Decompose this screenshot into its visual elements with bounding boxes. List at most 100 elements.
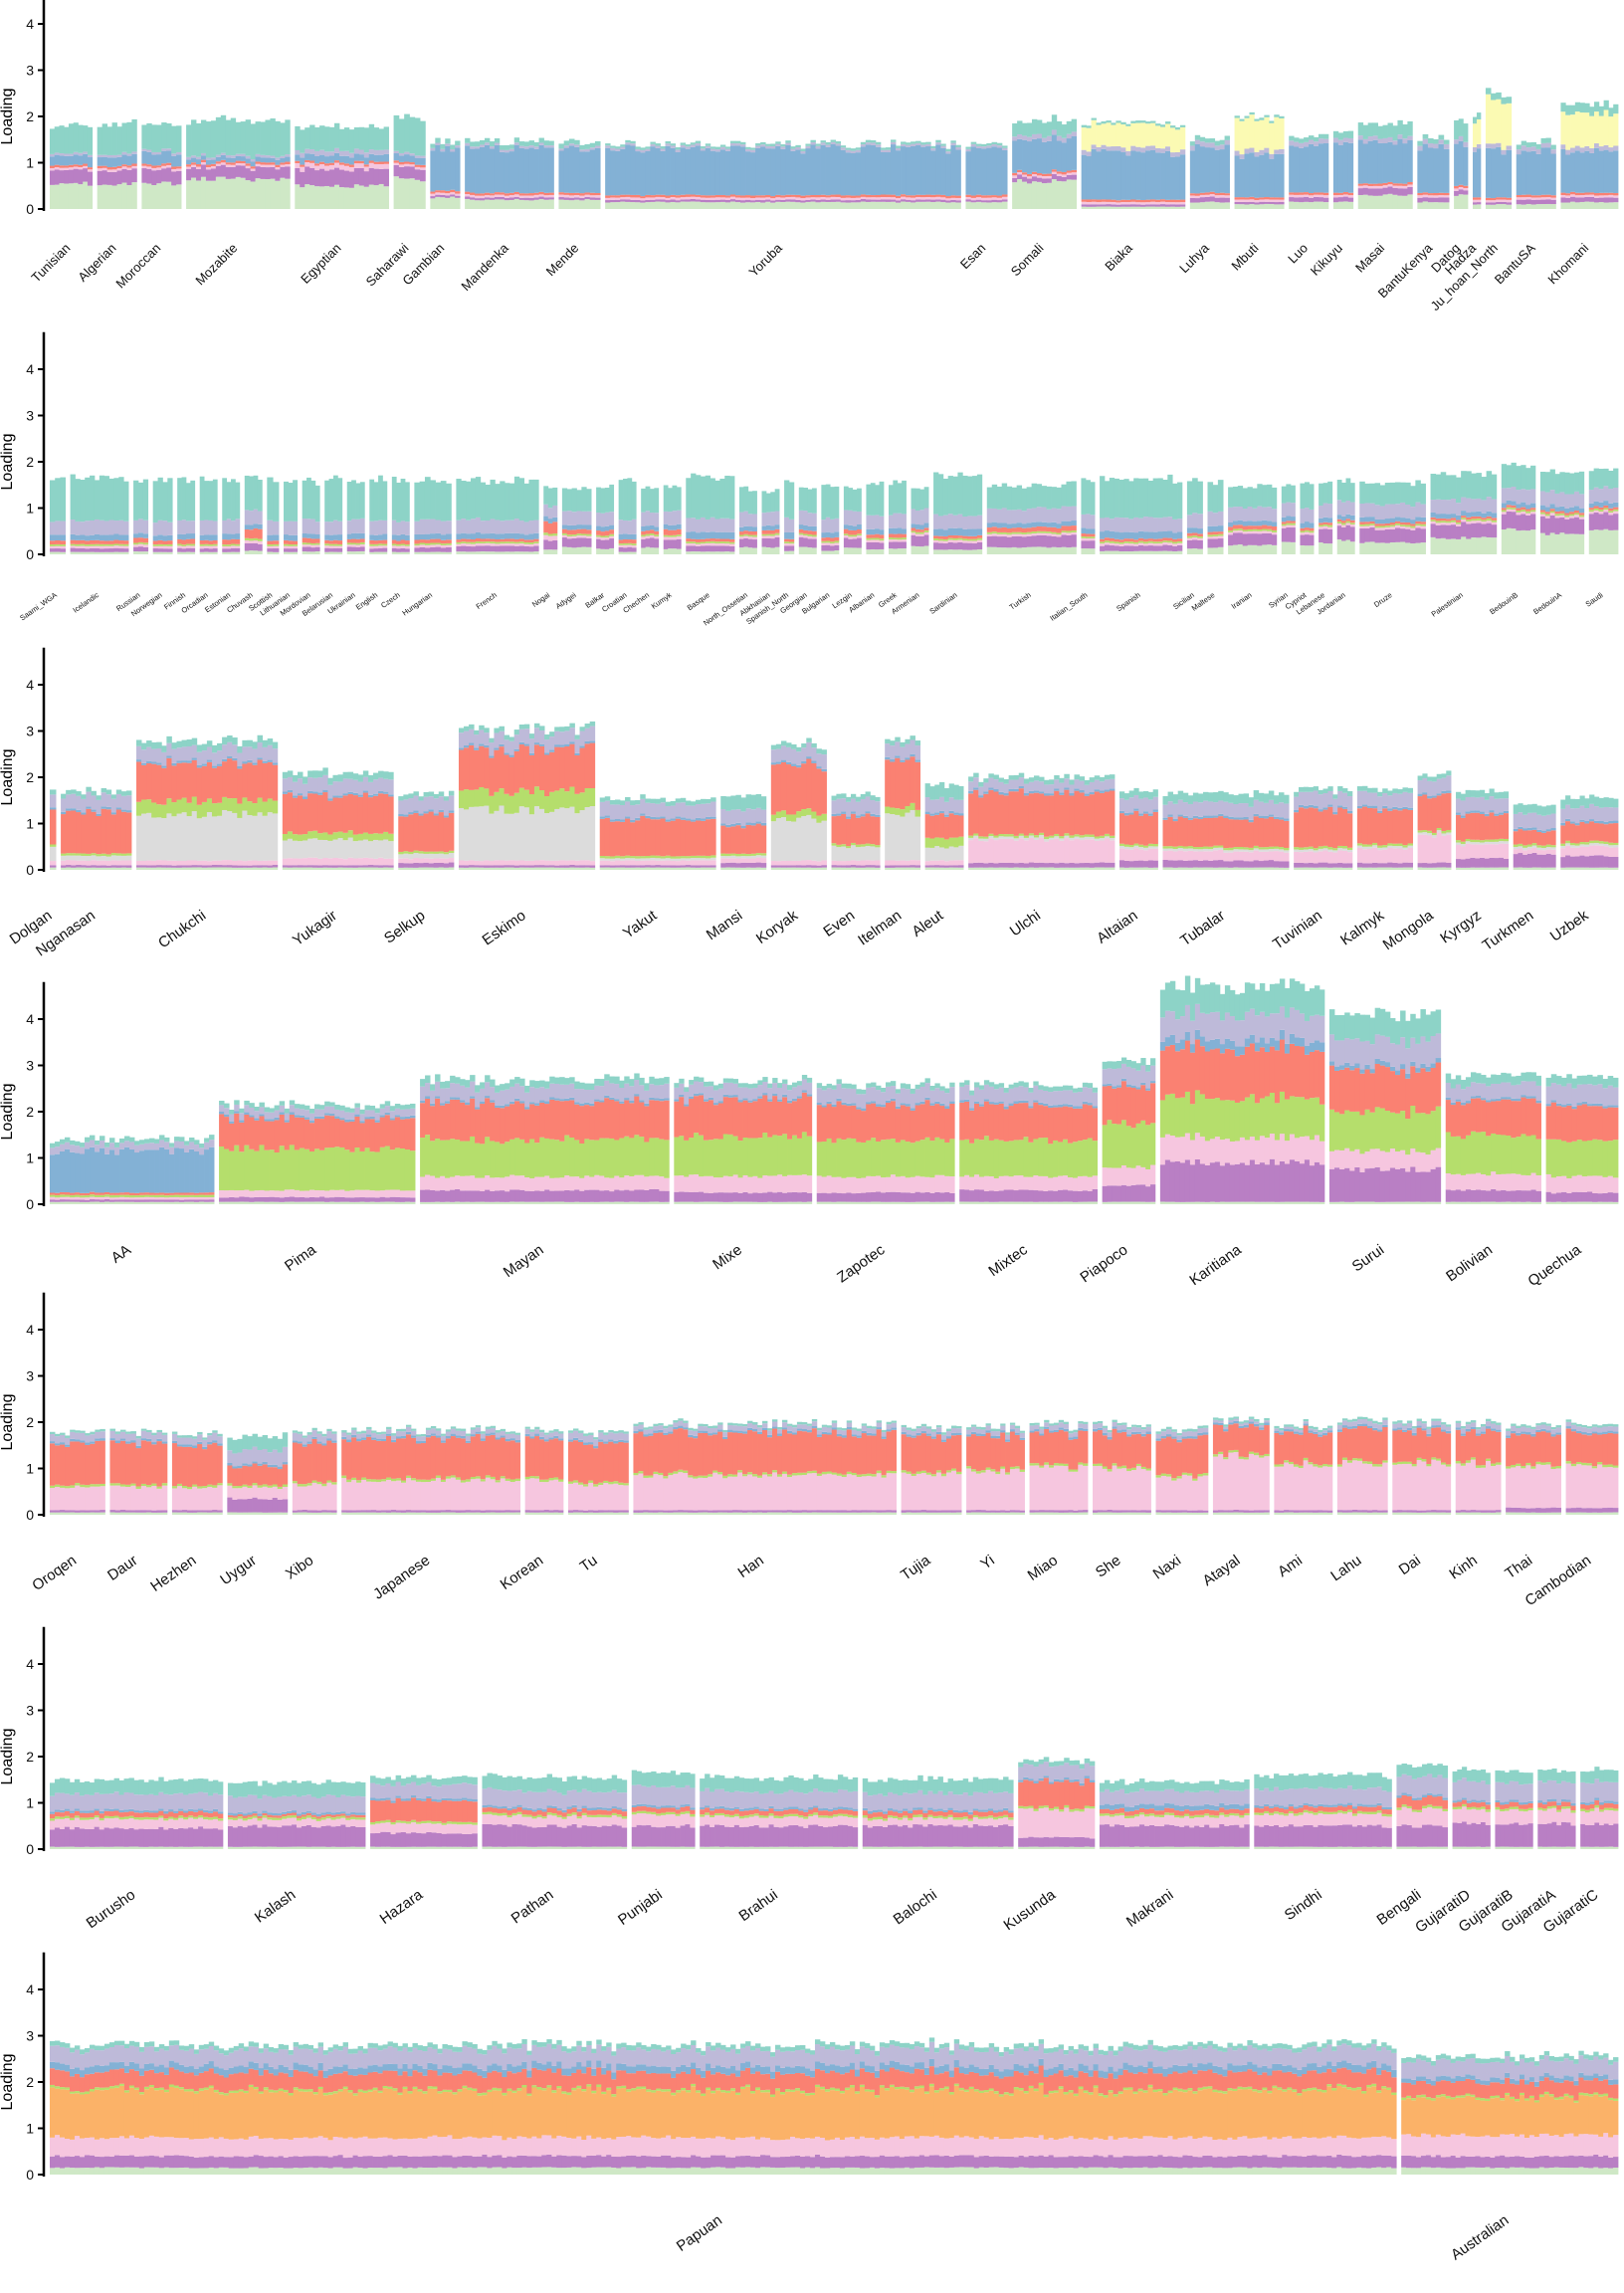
bar-segment-c2 bbox=[955, 200, 961, 203]
bar-segment-c6 bbox=[50, 844, 57, 847]
bar-segment-c3 bbox=[307, 857, 313, 866]
bar-segment-c2 bbox=[1071, 174, 1078, 180]
bar-segment-c11 bbox=[1394, 482, 1401, 505]
bar-segment-c9 bbox=[1450, 499, 1457, 515]
bar-segment-c8 bbox=[353, 153, 360, 161]
bar-segment-c7 bbox=[627, 539, 633, 543]
bar-segment-c1 bbox=[705, 202, 711, 209]
bar-segment-c1 bbox=[1322, 543, 1328, 554]
bar-segment-c8 bbox=[113, 533, 119, 540]
bar-segment-c9 bbox=[1264, 147, 1270, 153]
bar-segment-c8 bbox=[933, 528, 939, 536]
bar-segment-c7 bbox=[875, 533, 880, 538]
bar-segment-c2 bbox=[166, 167, 172, 182]
bar-segment-c11 bbox=[312, 770, 318, 778]
bar-segment-c2 bbox=[1332, 197, 1339, 203]
bar-segment-c8 bbox=[780, 148, 786, 196]
bar-segment-c6 bbox=[957, 537, 963, 540]
bar-segment-c7 bbox=[695, 194, 702, 197]
bar-segment-c7 bbox=[212, 539, 218, 544]
bar-segment-c9 bbox=[1304, 141, 1310, 147]
bar-segment-c11 bbox=[461, 480, 467, 520]
bar-segment-c2 bbox=[1554, 518, 1560, 534]
bar-segment-c1 bbox=[1461, 536, 1467, 554]
bar-segment-c3 bbox=[1160, 201, 1166, 205]
bar-segment-c2 bbox=[101, 865, 107, 868]
bar-segment-c9 bbox=[489, 146, 496, 149]
bar-segment-c7 bbox=[215, 161, 222, 164]
bar-segment-c11 bbox=[295, 125, 301, 150]
bar-segment-c2 bbox=[1466, 523, 1472, 539]
bar-segment-c6 bbox=[171, 802, 177, 817]
bar-segment-c3 bbox=[981, 197, 987, 201]
bar-segment-c9 bbox=[106, 154, 112, 158]
bar-segment-c1 bbox=[996, 202, 1003, 209]
bar-segment-c7 bbox=[738, 531, 744, 535]
bar-segment-c9 bbox=[710, 148, 716, 151]
bar-segment-c10 bbox=[1598, 115, 1605, 147]
bar-segment-c9 bbox=[940, 145, 946, 148]
bar-segment-c6 bbox=[113, 543, 119, 546]
bar-segment-c3 bbox=[199, 545, 205, 549]
bar-segment-c2 bbox=[1194, 198, 1201, 203]
bar-segment-c1 bbox=[1174, 206, 1181, 209]
bar-segment-c11 bbox=[456, 479, 462, 521]
bar-segment-c2 bbox=[1271, 534, 1278, 545]
bar-segment-c2 bbox=[1521, 199, 1527, 205]
bar-segment-c11 bbox=[1172, 483, 1178, 520]
bar-segment-c8 bbox=[914, 524, 920, 529]
bar-segment-c8 bbox=[1197, 528, 1203, 534]
bar-segment-c2 bbox=[640, 200, 646, 203]
bar-segment-c11 bbox=[282, 771, 289, 779]
bar-segment-c8 bbox=[625, 144, 631, 195]
bar-segment-c3 bbox=[1584, 194, 1590, 197]
bar-segment-c9 bbox=[1189, 145, 1196, 151]
bar-segment-c7 bbox=[523, 193, 530, 196]
bar-segment-c11 bbox=[589, 142, 596, 148]
bar-segment-c7 bbox=[923, 527, 929, 531]
bar-segment-c9 bbox=[1026, 509, 1033, 523]
population-label: Turkish bbox=[1008, 590, 1033, 611]
bar-segment-c1 bbox=[923, 545, 929, 554]
bar-segment-c11 bbox=[319, 125, 325, 150]
bar-segment-c1 bbox=[1560, 202, 1566, 209]
bar-segment-c1 bbox=[227, 867, 233, 870]
bar-segment-c11 bbox=[1516, 144, 1522, 150]
bar-segment-c7 bbox=[235, 160, 242, 163]
bar-segment-c1 bbox=[885, 201, 892, 209]
bar-segment-c3 bbox=[785, 197, 791, 200]
bar-segment-c8 bbox=[1114, 531, 1119, 539]
bar-segment-c7 bbox=[500, 538, 506, 542]
bar-segment-c11 bbox=[1405, 482, 1411, 505]
bar-segment-c2 bbox=[686, 545, 692, 552]
bar-segment-c9 bbox=[1138, 518, 1144, 531]
bar-segment-c1 bbox=[76, 867, 82, 870]
bar-segment-c9 bbox=[798, 510, 804, 525]
bar-segment-c2 bbox=[1521, 514, 1526, 530]
bar-segment-c7 bbox=[1289, 192, 1295, 195]
bar-segment-c6 bbox=[115, 853, 122, 856]
bar-segment-c7 bbox=[151, 165, 157, 168]
bar-segment-c3 bbox=[1511, 509, 1517, 513]
bar-segment-c8 bbox=[919, 524, 925, 530]
bar-segment-c8 bbox=[116, 156, 122, 166]
bar-segment-c4 bbox=[181, 812, 188, 862]
bar-segment-c2 bbox=[1463, 190, 1469, 195]
bar-segment-c1 bbox=[1539, 532, 1546, 554]
bar-segment-c11 bbox=[1152, 478, 1158, 519]
bar-segment-c11 bbox=[888, 485, 894, 516]
bar-segment-c9 bbox=[942, 515, 949, 530]
bar-segment-c8 bbox=[528, 533, 534, 540]
bar-segment-c9 bbox=[1593, 487, 1599, 502]
bar-segment-c11 bbox=[108, 478, 114, 521]
bar-segment-c7 bbox=[440, 190, 446, 193]
bar-segment-c2 bbox=[317, 865, 323, 868]
bar-segment-c7 bbox=[404, 540, 410, 545]
bar-segment-c9 bbox=[870, 142, 877, 145]
bar-segment-c3 bbox=[186, 166, 192, 169]
bar-segment-c1 bbox=[343, 187, 350, 209]
bar-segment-c1 bbox=[456, 551, 462, 554]
bar-segment-c9 bbox=[1486, 497, 1493, 512]
bar-segment-c3 bbox=[137, 543, 144, 547]
bar-segment-c1 bbox=[775, 201, 781, 209]
